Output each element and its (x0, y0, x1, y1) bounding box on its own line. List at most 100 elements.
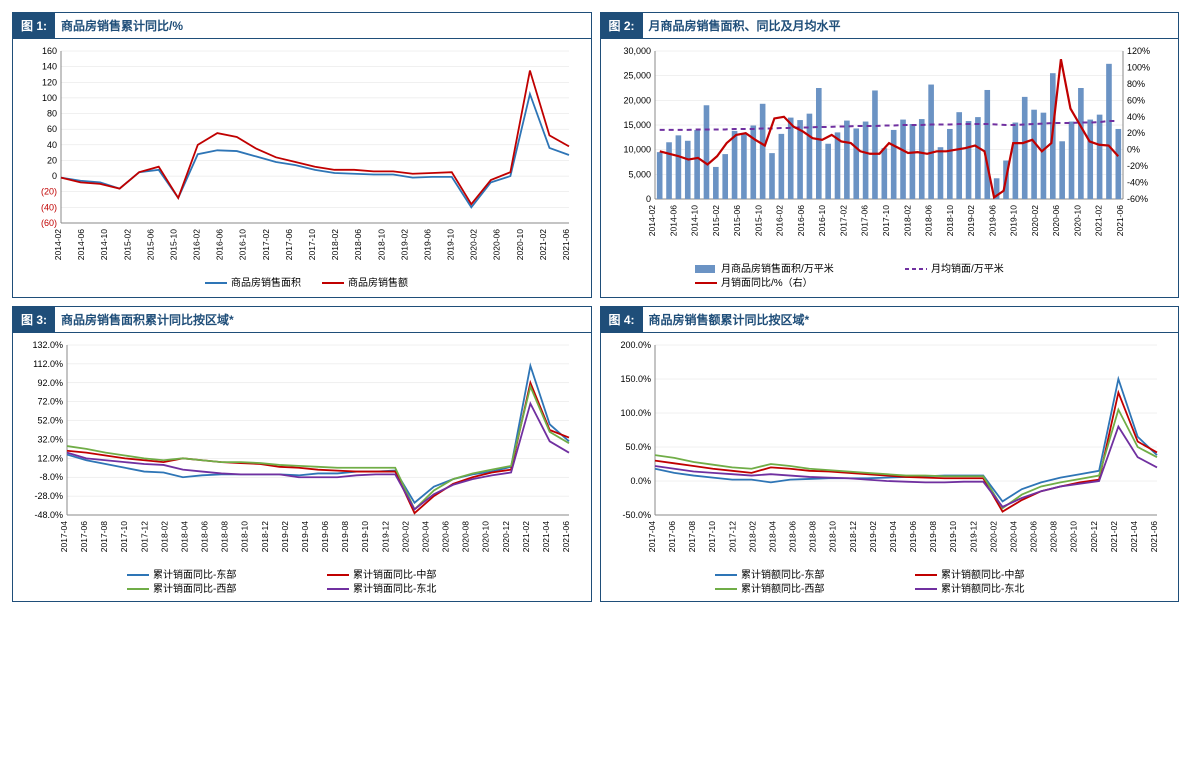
svg-text:2020-02: 2020-02 (988, 521, 998, 552)
svg-text:2019-10: 2019-10 (446, 229, 456, 260)
svg-text:2020-08: 2020-08 (461, 521, 471, 552)
svg-text:20%: 20% (1127, 128, 1145, 138)
svg-text:2017-06: 2017-06 (284, 229, 294, 260)
svg-text:40: 40 (47, 140, 57, 150)
svg-text:累计销面同比-东部: 累计销面同比-东部 (153, 568, 236, 581)
svg-text:-48.0%: -48.0% (34, 510, 63, 520)
svg-text:2020-02: 2020-02 (400, 521, 410, 552)
svg-text:2017-12: 2017-12 (727, 521, 737, 552)
svg-text:2018-10: 2018-10 (827, 521, 837, 552)
svg-text:2021-06: 2021-06 (1149, 521, 1159, 552)
svg-text:2014-06: 2014-06 (668, 205, 678, 236)
svg-text:2017-06: 2017-06 (859, 205, 869, 236)
svg-text:2017-10: 2017-10 (881, 205, 891, 236)
svg-text:2016-02: 2016-02 (774, 205, 784, 236)
svg-text:2014-02: 2014-02 (647, 205, 657, 236)
svg-text:2016-06: 2016-06 (215, 229, 225, 260)
svg-text:32.0%: 32.0% (37, 434, 63, 444)
svg-text:2020-06: 2020-06 (1051, 205, 1061, 236)
chart-number: 图 4: (601, 307, 643, 332)
svg-text:月商品房销售面积/万平米: 月商品房销售面积/万平米 (721, 262, 834, 275)
svg-text:2021-04: 2021-04 (1128, 521, 1138, 552)
svg-text:2018-06: 2018-06 (787, 521, 797, 552)
svg-text:2020-10: 2020-10 (1072, 205, 1082, 236)
svg-text:2018-06: 2018-06 (353, 229, 363, 260)
chart-title-bar: 图 2:月商品房销售面积、同比及月均水平 (601, 13, 1179, 39)
chart-title: 商品房销售额累计同比按区域* (643, 307, 816, 332)
svg-text:2019-12: 2019-12 (968, 521, 978, 552)
svg-text:-20%: -20% (1127, 161, 1148, 171)
svg-text:2019-04: 2019-04 (887, 521, 897, 552)
svg-text:10,000: 10,000 (623, 145, 651, 155)
svg-text:100.0%: 100.0% (620, 408, 651, 418)
svg-text:2018-02: 2018-02 (747, 521, 757, 552)
svg-text:2014-02: 2014-02 (53, 229, 63, 260)
svg-text:2014-06: 2014-06 (76, 229, 86, 260)
svg-text:2019-02: 2019-02 (399, 229, 409, 260)
svg-text:30,000: 30,000 (623, 46, 651, 56)
svg-text:2020-10: 2020-10 (481, 521, 491, 552)
svg-text:0.0%: 0.0% (630, 476, 651, 486)
svg-text:2016-10: 2016-10 (238, 229, 248, 260)
svg-text:2017-06: 2017-06 (667, 521, 677, 552)
svg-text:2020-10: 2020-10 (515, 229, 525, 260)
svg-text:2018-12: 2018-12 (260, 521, 270, 552)
svg-text:2018-10: 2018-10 (240, 521, 250, 552)
svg-text:2020-12: 2020-12 (1088, 521, 1098, 552)
svg-text:120: 120 (42, 77, 57, 87)
svg-text:2020-04: 2020-04 (1008, 521, 1018, 552)
svg-text:15,000: 15,000 (623, 120, 651, 130)
svg-text:2019-10: 2019-10 (1008, 205, 1018, 236)
chart-title: 月商品房销售面积、同比及月均水平 (643, 13, 847, 38)
chart-panel-3: 图 3:商品房销售面积累计同比按区域*-48.0%-28.0%-8.0%12.0… (12, 306, 592, 602)
svg-text:2021-02: 2021-02 (1093, 205, 1103, 236)
svg-text:2017-04: 2017-04 (647, 521, 657, 552)
chart-plot: -48.0%-28.0%-8.0%12.0%32.0%52.0%72.0%92.… (13, 333, 591, 601)
svg-text:2019-02: 2019-02 (867, 521, 877, 552)
svg-text:2018-02: 2018-02 (902, 205, 912, 236)
chart-title: 商品房销售面积累计同比按区域* (55, 307, 240, 332)
svg-text:2019-04: 2019-04 (300, 521, 310, 552)
svg-text:0: 0 (645, 194, 650, 204)
svg-text:80: 80 (47, 109, 57, 119)
svg-text:2015-02: 2015-02 (122, 229, 132, 260)
svg-text:2016-06: 2016-06 (795, 205, 805, 236)
svg-text:2015-02: 2015-02 (710, 205, 720, 236)
svg-text:0%: 0% (1127, 145, 1140, 155)
svg-text:2018-12: 2018-12 (847, 521, 857, 552)
svg-text:2019-06: 2019-06 (320, 521, 330, 552)
svg-text:160: 160 (42, 46, 57, 56)
chart-plot: 05,00010,00015,00020,00025,00030,000-60%… (601, 39, 1179, 297)
svg-text:5,000: 5,000 (628, 169, 651, 179)
svg-text:2016-10: 2016-10 (817, 205, 827, 236)
svg-text:72.0%: 72.0% (37, 397, 63, 407)
svg-text:2019-06: 2019-06 (987, 205, 997, 236)
svg-text:2020-08: 2020-08 (1048, 521, 1058, 552)
chart-plot: (60)(40)(20)0204060801001201401602014-02… (13, 39, 591, 297)
svg-text:2021-06: 2021-06 (561, 521, 571, 552)
svg-text:2019-08: 2019-08 (340, 521, 350, 552)
svg-text:2019-06: 2019-06 (422, 229, 432, 260)
svg-text:2018-02: 2018-02 (159, 521, 169, 552)
svg-text:2021-02: 2021-02 (521, 521, 531, 552)
svg-text:-8.0%: -8.0% (39, 472, 63, 482)
svg-text:50.0%: 50.0% (625, 442, 651, 452)
svg-text:2020-12: 2020-12 (501, 521, 511, 552)
svg-text:累计销额同比-中部: 累计销额同比-中部 (941, 568, 1024, 581)
svg-text:2019-08: 2019-08 (928, 521, 938, 552)
chart-number: 图 3: (13, 307, 55, 332)
svg-text:2017-10: 2017-10 (119, 521, 129, 552)
svg-text:60: 60 (47, 124, 57, 134)
svg-text:200.0%: 200.0% (620, 340, 651, 350)
svg-text:92.0%: 92.0% (37, 378, 63, 388)
svg-text:月均销面/万平米: 月均销面/万平米 (931, 262, 1004, 275)
svg-text:100: 100 (42, 93, 57, 103)
svg-text:100%: 100% (1127, 62, 1150, 72)
svg-text:2017-02: 2017-02 (838, 205, 848, 236)
chart-plot: -50.0%0.0%50.0%100.0%150.0%200.0%2017-04… (601, 333, 1179, 601)
svg-text:2018-08: 2018-08 (807, 521, 817, 552)
svg-text:2018-06: 2018-06 (200, 521, 210, 552)
svg-text:2021-06: 2021-06 (561, 229, 571, 260)
svg-text:2020-02: 2020-02 (1029, 205, 1039, 236)
svg-text:40%: 40% (1127, 112, 1145, 122)
